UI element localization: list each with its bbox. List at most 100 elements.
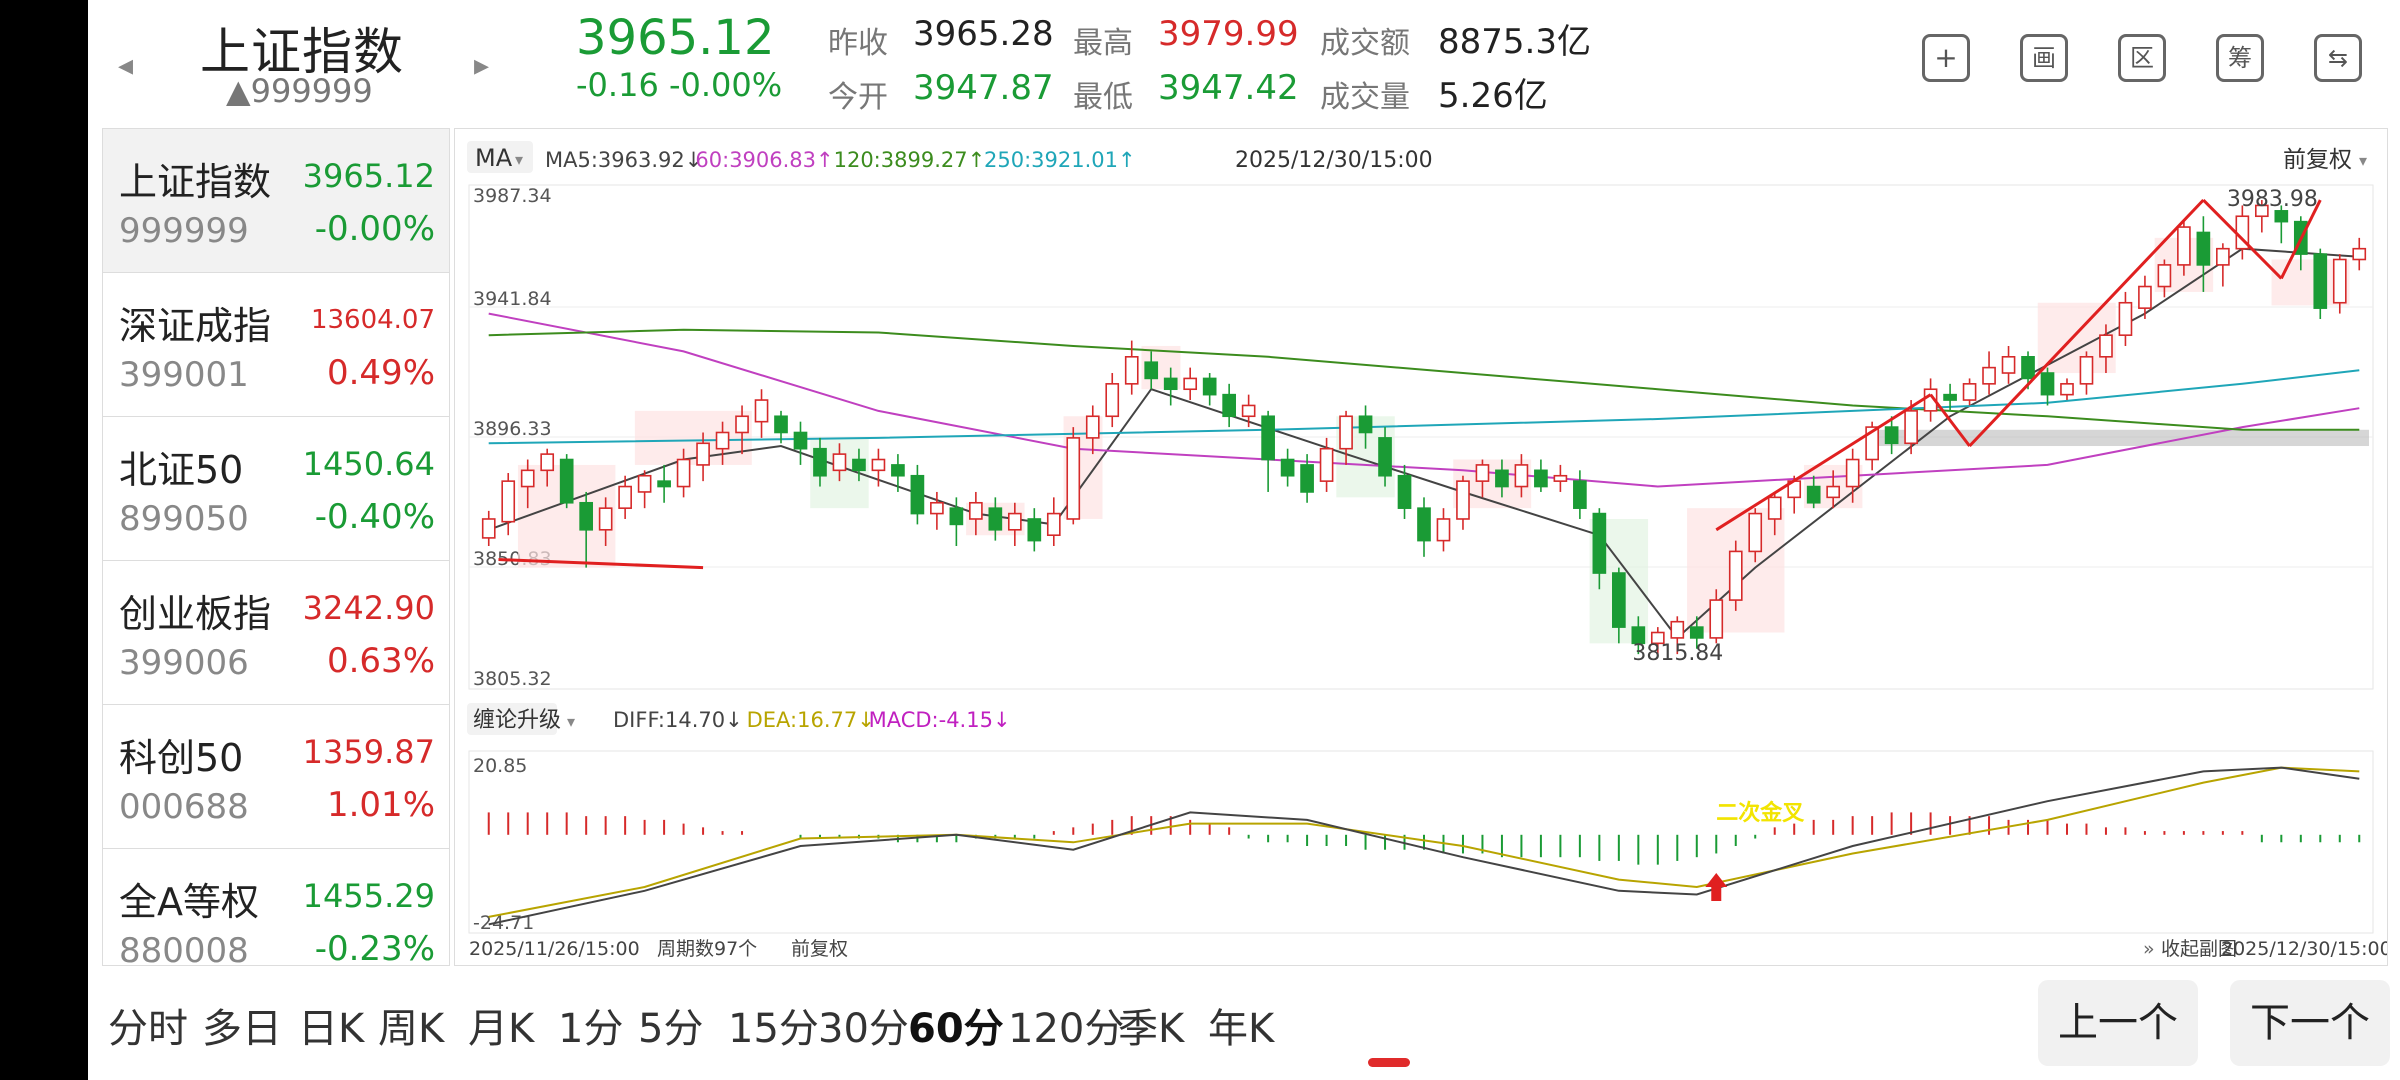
candle-body: [1650, 631, 1665, 645]
sidebar-item-code: 899050: [119, 499, 249, 539]
candle-body: [2313, 253, 2328, 309]
page-title: 上证指数: [200, 23, 404, 81]
period-count: 周期数97个: [657, 938, 757, 960]
sidebar-item-chinext[interactable]: 创业板指 3242.90 399006 0.63%: [103, 561, 449, 705]
dea-line: [488, 766, 2360, 918]
candle-body: [696, 442, 710, 466]
tab-2[interactable]: 日K: [298, 1006, 365, 1052]
stat-value-high: 3979.99: [1158, 14, 1299, 54]
sidebar-item-sse[interactable]: 上证指数 3965.12 999999 -0.00%: [103, 129, 449, 273]
candle-body: [1066, 437, 1081, 520]
candle-body: [813, 447, 827, 477]
current-price: 3965.12: [576, 10, 775, 66]
candle-body: [754, 399, 769, 423]
tab-10[interactable]: 120分: [1008, 1006, 1125, 1052]
low-price-label: 3815.84: [1632, 641, 1723, 666]
next-button[interactable]: 下一个: [2230, 980, 2390, 1066]
chip-icon[interactable]: 筹: [2216, 34, 2264, 82]
candle-body: [1378, 437, 1392, 477]
candle-body: [1222, 393, 1236, 418]
tab-0[interactable]: 分时: [108, 1006, 188, 1052]
macd-lines: [488, 766, 2360, 926]
tab-11[interactable]: 季K: [1118, 1006, 1185, 1052]
sidebar-item-code: 000688: [119, 787, 249, 827]
candle-body: [1845, 458, 1860, 488]
indicator-selector-label: 缠论升级: [473, 708, 561, 733]
adjust-mode-label[interactable]: 前复权: [2283, 147, 2352, 173]
indicator-selector[interactable]: [467, 703, 557, 735]
tab-3[interactable]: 周K: [378, 1006, 445, 1052]
y-tick-label: 3805.32: [473, 668, 552, 690]
candle-body: [2138, 285, 2152, 309]
candle-body: [871, 458, 886, 472]
sidebar-item-pct: -0.23%: [314, 929, 435, 969]
sidebar-item-szse[interactable]: 深证成指 13604.07 399001 0.49%: [103, 273, 449, 417]
candle-body: [676, 458, 691, 488]
candle-body: [988, 507, 1003, 531]
trend-line: [2202, 198, 2283, 280]
ma-legend-item: 120:3899.27↑: [834, 148, 986, 172]
macd-legend-item: MACD:-4.15↓: [869, 708, 1011, 732]
indicator-selector-chevron-icon: ▾: [567, 712, 575, 731]
range-icon[interactable]: 区: [2118, 34, 2166, 82]
candle-body: [2079, 356, 2094, 385]
sidebar-item-code: 399006: [119, 643, 249, 683]
candles: [481, 200, 2367, 655]
prev-button[interactable]: 上一个: [2038, 980, 2198, 1066]
candle-body: [1670, 620, 1685, 639]
macd-bottom-label: -24.71: [473, 912, 534, 934]
cross-arrow-icon: [1705, 873, 1728, 902]
tab-4[interactable]: 月K: [468, 1006, 535, 1052]
tab-5[interactable]: 1分: [558, 1006, 624, 1052]
collapse-subchart-button[interactable]: 收起副图: [2161, 938, 2237, 960]
tab-1[interactable]: 多日: [202, 1006, 282, 1052]
candle-body: [598, 507, 613, 531]
prev-index-arrow-icon[interactable]: ◂: [118, 48, 134, 83]
sidebar-item-name: 全A等权: [119, 880, 259, 924]
tab-7[interactable]: 15分: [728, 1006, 819, 1052]
macd-frame: [468, 750, 2374, 934]
resistance-zone: [1872, 429, 2369, 447]
tab-8[interactable]: 30分: [818, 1006, 909, 1052]
sidebar-item-star50[interactable]: 科创50 1359.87 000688 1.01%: [103, 705, 449, 849]
candle-body: [2177, 226, 2191, 266]
candle-body: [1767, 496, 1782, 520]
candle-body: [852, 458, 866, 472]
candle-body: [1261, 415, 1275, 461]
candle-body: [637, 474, 652, 493]
trend-line: [2279, 199, 2322, 280]
sidebar-item-price: 13604.07: [310, 305, 435, 335]
candle-body: [2216, 247, 2230, 266]
macd-histogram: [487, 812, 2361, 865]
sidebar-item-bse50[interactable]: 北证50 1450.64 899050 -0.40%: [103, 417, 449, 561]
stat-label-low: 最低: [1073, 80, 1133, 115]
candle-body: [1806, 485, 1821, 504]
next-index-arrow-icon[interactable]: ▸: [474, 48, 490, 83]
y-tick-label: 3941.84: [473, 288, 552, 310]
candle-body: [891, 464, 905, 477]
sidebar-item-pct: 0.63%: [326, 641, 435, 681]
plus-icon[interactable]: +: [1922, 34, 1970, 82]
kline-chart-panel[interactable]: MA ▾ MA5:3963.92↓ 60:3906.83↑ 120:3899.27↑…: [454, 128, 2388, 966]
sidebar-item-price: 3242.90: [302, 589, 435, 627]
switch-device-icon[interactable]: ⇆: [2314, 34, 2362, 82]
ma-selector[interactable]: [467, 141, 533, 173]
candle-body: [2040, 372, 2055, 396]
candle-body: [1534, 469, 1548, 488]
candle-body: [1358, 415, 1373, 434]
kline-chart[interactable]: MA ▾ MA5:3963.92↓60:3906.83↑ 120:3899.27↑…: [455, 129, 2387, 965]
candle-body: [1241, 404, 1256, 418]
tab-12[interactable]: 年K: [1208, 1006, 1275, 1052]
candle-body: [1553, 474, 1568, 482]
tab-6[interactable]: 5分: [638, 1006, 704, 1052]
candle-body: [1280, 458, 1295, 477]
tab-9[interactable]: 60分: [908, 1006, 1004, 1052]
sidebar-item-all-a-equal[interactable]: 全A等权 1455.29 880008 -0.23%: [103, 849, 449, 993]
candle-body: [1904, 410, 1918, 445]
draw-icon[interactable]: 画: [2020, 34, 2068, 82]
ma-line-250: [488, 369, 2360, 445]
ma-legend: MA5:3963.92↓60:3906.83↑ 120:3899.27↑250:3…: [545, 148, 1136, 172]
sidebar-item-pct: -0.40%: [314, 497, 435, 537]
ma-line-120: [488, 328, 2360, 431]
stat-value-low: 3947.42: [1158, 68, 1299, 108]
